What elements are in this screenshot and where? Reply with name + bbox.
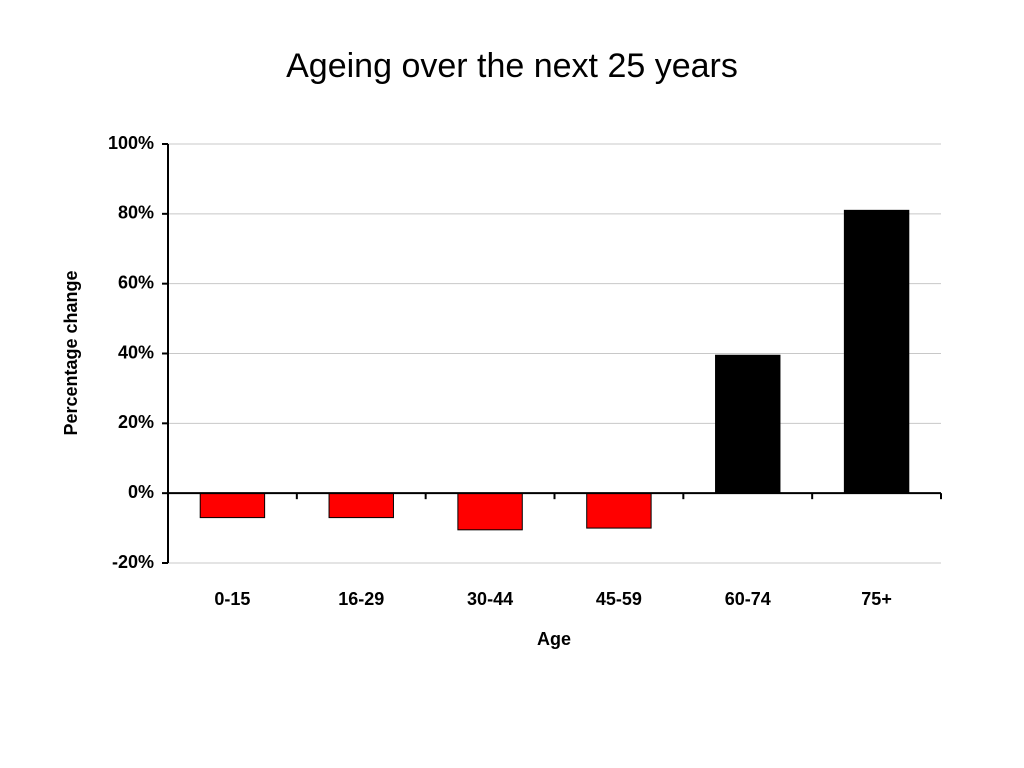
x-tick-label: 75+	[861, 589, 892, 609]
bar	[843, 209, 910, 494]
x-tick-label: 16-29	[338, 589, 384, 609]
y-tick-label: -20%	[112, 552, 154, 572]
y-tick-label: 80%	[118, 203, 154, 223]
x-tick-label: 60-74	[725, 589, 771, 609]
bar	[457, 492, 523, 531]
bar	[199, 492, 266, 519]
bar	[715, 354, 781, 494]
y-tick-label: 0%	[128, 482, 154, 502]
y-tick-label: 40%	[118, 342, 154, 362]
x-tick-label: 0-15	[214, 589, 250, 609]
y-tick-label: 60%	[118, 272, 154, 292]
x-tick-label: 30-44	[467, 589, 513, 609]
y-tick-label: 20%	[118, 412, 154, 432]
y-tick-label: 100%	[108, 133, 154, 153]
bar	[328, 492, 394, 519]
bar	[586, 492, 652, 529]
y-axis-label: Percentage change	[61, 270, 81, 435]
x-tick-label: 45-59	[596, 589, 642, 609]
x-axis-label: Age	[537, 629, 571, 649]
chart-title: Ageing over the next 25 years	[286, 47, 738, 85]
